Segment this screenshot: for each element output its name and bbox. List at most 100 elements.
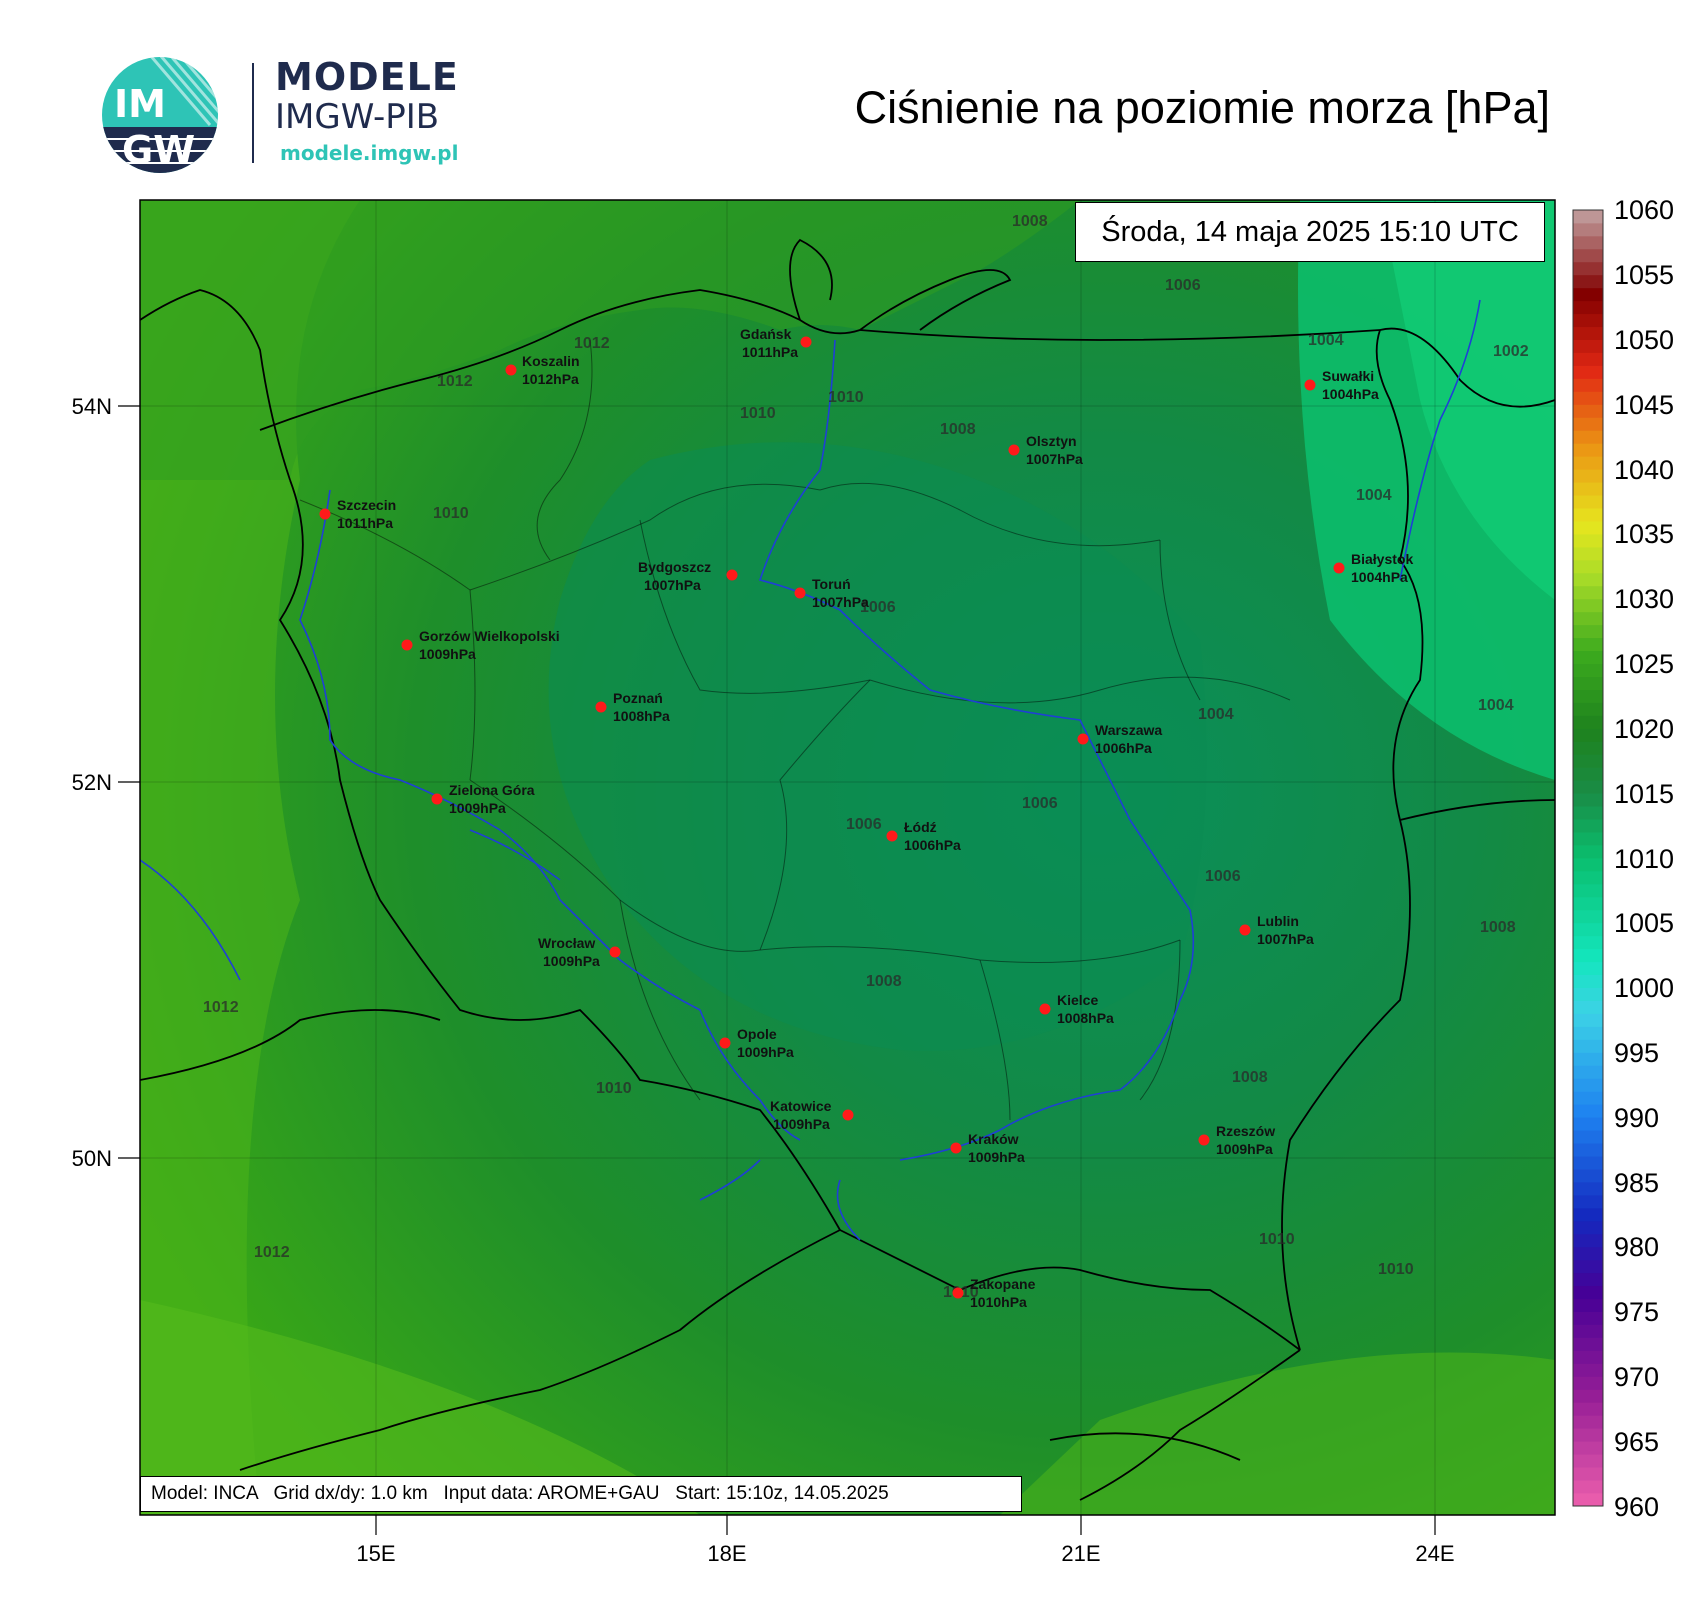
colorbar-swatch [1573,572,1603,587]
city-pressure: 1009hPa [773,1116,830,1132]
isobar-label: 1002 [1493,343,1529,360]
south-high [140,1300,700,1515]
isobar-label: 1010 [596,1080,632,1097]
colorbar-swatch [1573,1246,1603,1261]
colorbar-swatch [1573,1104,1603,1118]
colorbar-swatch [1573,858,1603,872]
colorbar-swatch [1573,624,1603,639]
city-olsztyn: Olsztyn 1007hPa [1008,433,1083,467]
colorbar-swatch [1573,1454,1603,1468]
city-name: Warszawa [1095,722,1162,738]
colorbar-swatch [1573,417,1603,431]
city-pressure: 1009hPa [1216,1141,1273,1157]
city-name: Szczecin [337,497,396,513]
isobar-label: 1008 [1480,919,1516,936]
isobar-label: 1010 [740,405,776,422]
colorbar-frame [1572,209,1604,1507]
colorbar-swatch [1573,896,1603,911]
colorbar-swatch [1573,456,1603,470]
brand-divider [252,63,254,163]
city-pressure: 1009hPa [543,953,600,969]
isobar-label: 1010 [828,389,864,406]
colorbar-swatch [1573,935,1603,950]
colorbar-swatch [1573,793,1603,807]
city-name: Zielona Góra [449,782,535,798]
colorbar-swatch [1573,521,1603,535]
city-markers: Gdańsk 1011hPa Koszalin 1012hPa Suwałki 100… [319,326,1413,1310]
colorbar-swatch [1573,326,1603,340]
city-zakopane: Zakopane 1010hPa [952,1276,1036,1310]
lon-label: 21E [1061,1541,1100,1566]
colorbar-swatch [1573,1298,1603,1312]
city-pressure: 1009hPa [449,800,506,816]
isobar-label: 1006 [1022,795,1058,812]
lon-label: 15E [356,1541,395,1566]
city-name: Koszalin [522,353,580,369]
colorbar-label: 1060 [1614,195,1674,225]
colorbar-swatch [1573,378,1603,392]
city-name: Zakopane [970,1276,1036,1292]
colorbar-swatch [1573,1324,1603,1338]
colorbar-swatch [1573,287,1603,302]
colorbar [1572,209,1604,1507]
isobar-label: 1010 [1378,1261,1414,1278]
colorbar-swatch [1573,754,1603,768]
city-wroclaw: Wrocław 1009hPa [538,935,621,969]
lon-label: 18E [707,1541,746,1566]
colorbar-swatch [1573,1272,1603,1287]
colorbar-swatch [1573,1220,1603,1235]
brand-subtitle: IMGW-PIB [275,97,440,137]
coastline [140,238,1012,481]
isobar-label: 1006 [860,599,896,616]
city-pressure: 1007hPa [1257,931,1314,947]
colorbar-swatch [1573,1389,1603,1403]
isobar-label: 1006 [1165,277,1201,294]
city-pressure: 1008hPa [613,708,670,724]
colorbar-swatch [1573,1363,1603,1377]
colorbar-swatch [1573,210,1603,224]
colorbar-swatch [1573,339,1603,353]
colorbar-swatch [1573,495,1603,509]
colorbar-swatch [1573,1000,1603,1014]
colorbar-swatch [1573,391,1603,405]
colorbar-swatch [1573,870,1603,885]
baltic-sea [140,200,1080,480]
colorbar-swatch [1573,1117,1603,1131]
city-name: Kraków [968,1131,1019,1147]
isobar-label: 1006 [1205,868,1241,885]
colorbar-label: 965 [1614,1427,1659,1457]
colorbar-swatch [1573,235,1603,250]
city-rzeszow: Rzeszów 1009hPa [1198,1123,1275,1157]
colorbar-swatch [1573,728,1603,742]
colorbar-swatch [1573,819,1603,833]
colorbar-swatch [1573,987,1603,1001]
colorbar-swatch [1573,261,1603,276]
colorbar-swatch [1573,482,1603,496]
city-pressure: 1006hPa [904,837,961,853]
colorbar-swatch [1573,534,1603,548]
logo-text-top: IM [114,82,166,126]
colorbar-swatch [1573,546,1603,561]
colorbar-swatch [1573,637,1603,652]
colorbar-swatch [1573,832,1603,846]
city-lublin: Lublin 1007hPa [1239,913,1314,947]
city-opole: Opole 1009hPa [719,1026,794,1060]
colorbar-label: 1015 [1614,779,1674,809]
colorbar-swatch [1573,1130,1603,1144]
city-name: Katowice [770,1098,832,1114]
city-name: Gdańsk [740,326,792,342]
colorbar-swatch [1573,883,1603,898]
colorbar-swatch [1573,469,1603,483]
city-bialystok: Białystok 1004hPa [1333,551,1413,585]
city-name: Kielce [1057,992,1098,1008]
colorbar-label: 1045 [1614,390,1674,420]
city-name: Rzeszów [1216,1123,1275,1139]
colorbar-swatch [1573,909,1603,924]
colorbar-label: 990 [1614,1103,1659,1133]
colorbar-swatch [1573,1337,1603,1351]
central-low [548,442,1207,1051]
city-name: Olsztyn [1026,433,1077,449]
city-warszawa: Warszawa 1006hPa [1077,722,1162,756]
colorbar-swatch [1573,222,1603,237]
colorbar-swatch [1573,559,1603,574]
